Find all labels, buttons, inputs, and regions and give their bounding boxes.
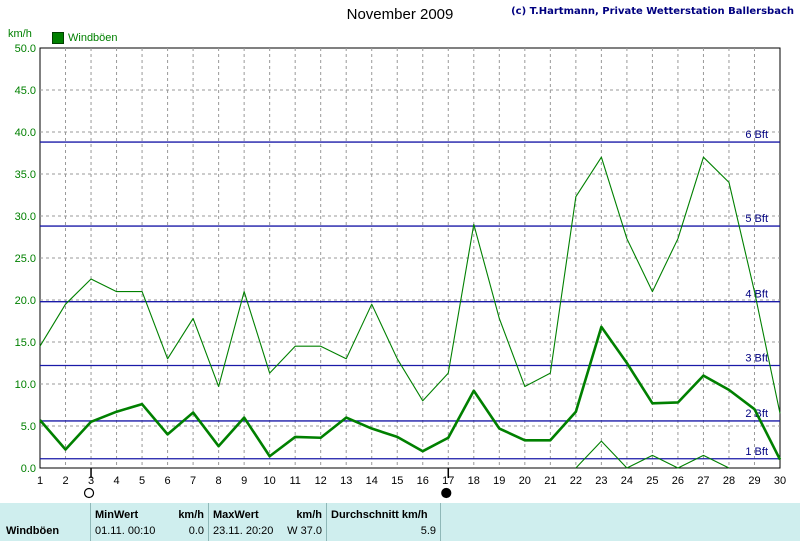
avg-value: 5.9	[420, 525, 436, 537]
series-line-average	[39, 325, 782, 461]
empty-cell	[440, 503, 800, 541]
x-tick-label: 1	[37, 475, 43, 487]
plot-area	[39, 47, 781, 469]
x-tick-label: 15	[391, 475, 403, 487]
x-tick-label: 23	[595, 475, 607, 487]
max-time: 20:20	[245, 525, 274, 537]
x-tick-label: 18	[468, 475, 480, 487]
x-tick-label: 8	[216, 475, 222, 487]
avg-cell: Durchschnitt km/h 5.9	[326, 503, 440, 541]
y-tick-label: 15.0	[15, 337, 36, 349]
x-tick-label: 10	[264, 475, 276, 487]
x-tick-label: 2	[62, 475, 68, 487]
legend-swatch	[52, 32, 64, 44]
y-tick-label: 30.0	[15, 211, 36, 223]
y-tick-label: 0.0	[21, 463, 36, 475]
y-tick-label: 35.0	[15, 169, 36, 181]
y-tick-label: 40.0	[15, 127, 36, 139]
legend: Windböen	[52, 32, 118, 44]
x-tick-label: 28	[723, 475, 735, 487]
max-cell: MaxWert km/h 23.11. 20:20 W 37.0	[208, 503, 326, 541]
summary-row-label: Windböen	[6, 525, 60, 537]
max-header: MaxWert	[213, 509, 259, 521]
legend-label: Windböen	[68, 32, 118, 44]
wind-gust-chart: 1 2 3 4 5 6 7 8 9 10 11 12 13 14 15 16 17 18 19 20 21 22 23 24 2…	[15, 43, 786, 499]
x-tick-label: 27	[697, 475, 709, 487]
min-value: 0.0	[188, 525, 204, 537]
x-tick-label: 6	[165, 475, 171, 487]
x-tick-label: 29	[748, 475, 760, 487]
beaufort-label: 5 Bft	[745, 213, 768, 225]
max-unit: km/h	[296, 509, 322, 521]
x-tick-label: 17	[442, 475, 454, 487]
min-date: 01.11.	[95, 525, 125, 537]
chart-title: November 2009	[346, 6, 454, 23]
x-tick-label: 16	[417, 475, 429, 487]
y-tick-label: 20.0	[15, 295, 36, 307]
min-header: MinWert	[95, 509, 139, 521]
x-tick-label: 11	[289, 475, 300, 487]
max-value: W 37.0	[287, 525, 322, 537]
max-date: 23.11.	[213, 525, 243, 537]
min-unit: km/h	[178, 509, 204, 521]
beaufort-label: 6 Bft	[745, 129, 768, 141]
y-axis-unit: km/h	[8, 28, 32, 40]
beaufort-label: 3 Bft	[745, 353, 768, 365]
x-tick-label: 22	[570, 475, 582, 487]
min-time: 00:10	[127, 525, 156, 537]
series-line-max	[39, 156, 781, 414]
x-tick-label: 14	[366, 475, 378, 487]
credit-text: (c) T.Hartmann, Private Wetterstation Ba…	[511, 6, 794, 17]
x-tick-label: 9	[241, 475, 247, 487]
x-tick-label: 30	[774, 475, 786, 487]
x-tick-label: 3	[88, 475, 94, 487]
y-tick-label: 5.0	[21, 421, 36, 433]
beaufort-label: 1 Bft	[745, 446, 768, 458]
y-tick-label: 25.0	[15, 253, 36, 265]
x-tick-label: 26	[672, 475, 684, 487]
y-tick-label: 10.0	[15, 379, 36, 391]
avg-header: Durchschnitt km/h	[331, 509, 428, 521]
x-tick-label: 24	[621, 475, 633, 487]
new-moon-icon	[83, 487, 95, 499]
x-tick-label: 7	[190, 475, 196, 487]
x-tick-label: 4	[113, 475, 119, 487]
y-tick-label: 45.0	[15, 85, 36, 97]
x-tick-label: 21	[544, 475, 556, 487]
x-tick-label: 19	[493, 475, 505, 487]
min-cell: MinWert km/h 01.11. 00:10 0.0	[90, 503, 208, 541]
x-tick-label: 25	[646, 475, 658, 487]
series-line-min	[575, 440, 730, 469]
full-moon-icon	[441, 487, 452, 499]
x-tick-label: 12	[315, 475, 327, 487]
x-tick-label: 13	[340, 475, 352, 487]
y-tick-label: 50.0	[15, 43, 36, 55]
beaufort-label: 4 Bft	[745, 289, 768, 301]
x-tick-label: 5	[139, 475, 145, 487]
summary-table: Windböen MinWert km/h 01.11. 00:10 0.0 M…	[0, 503, 800, 541]
x-tick-label: 20	[519, 475, 531, 487]
